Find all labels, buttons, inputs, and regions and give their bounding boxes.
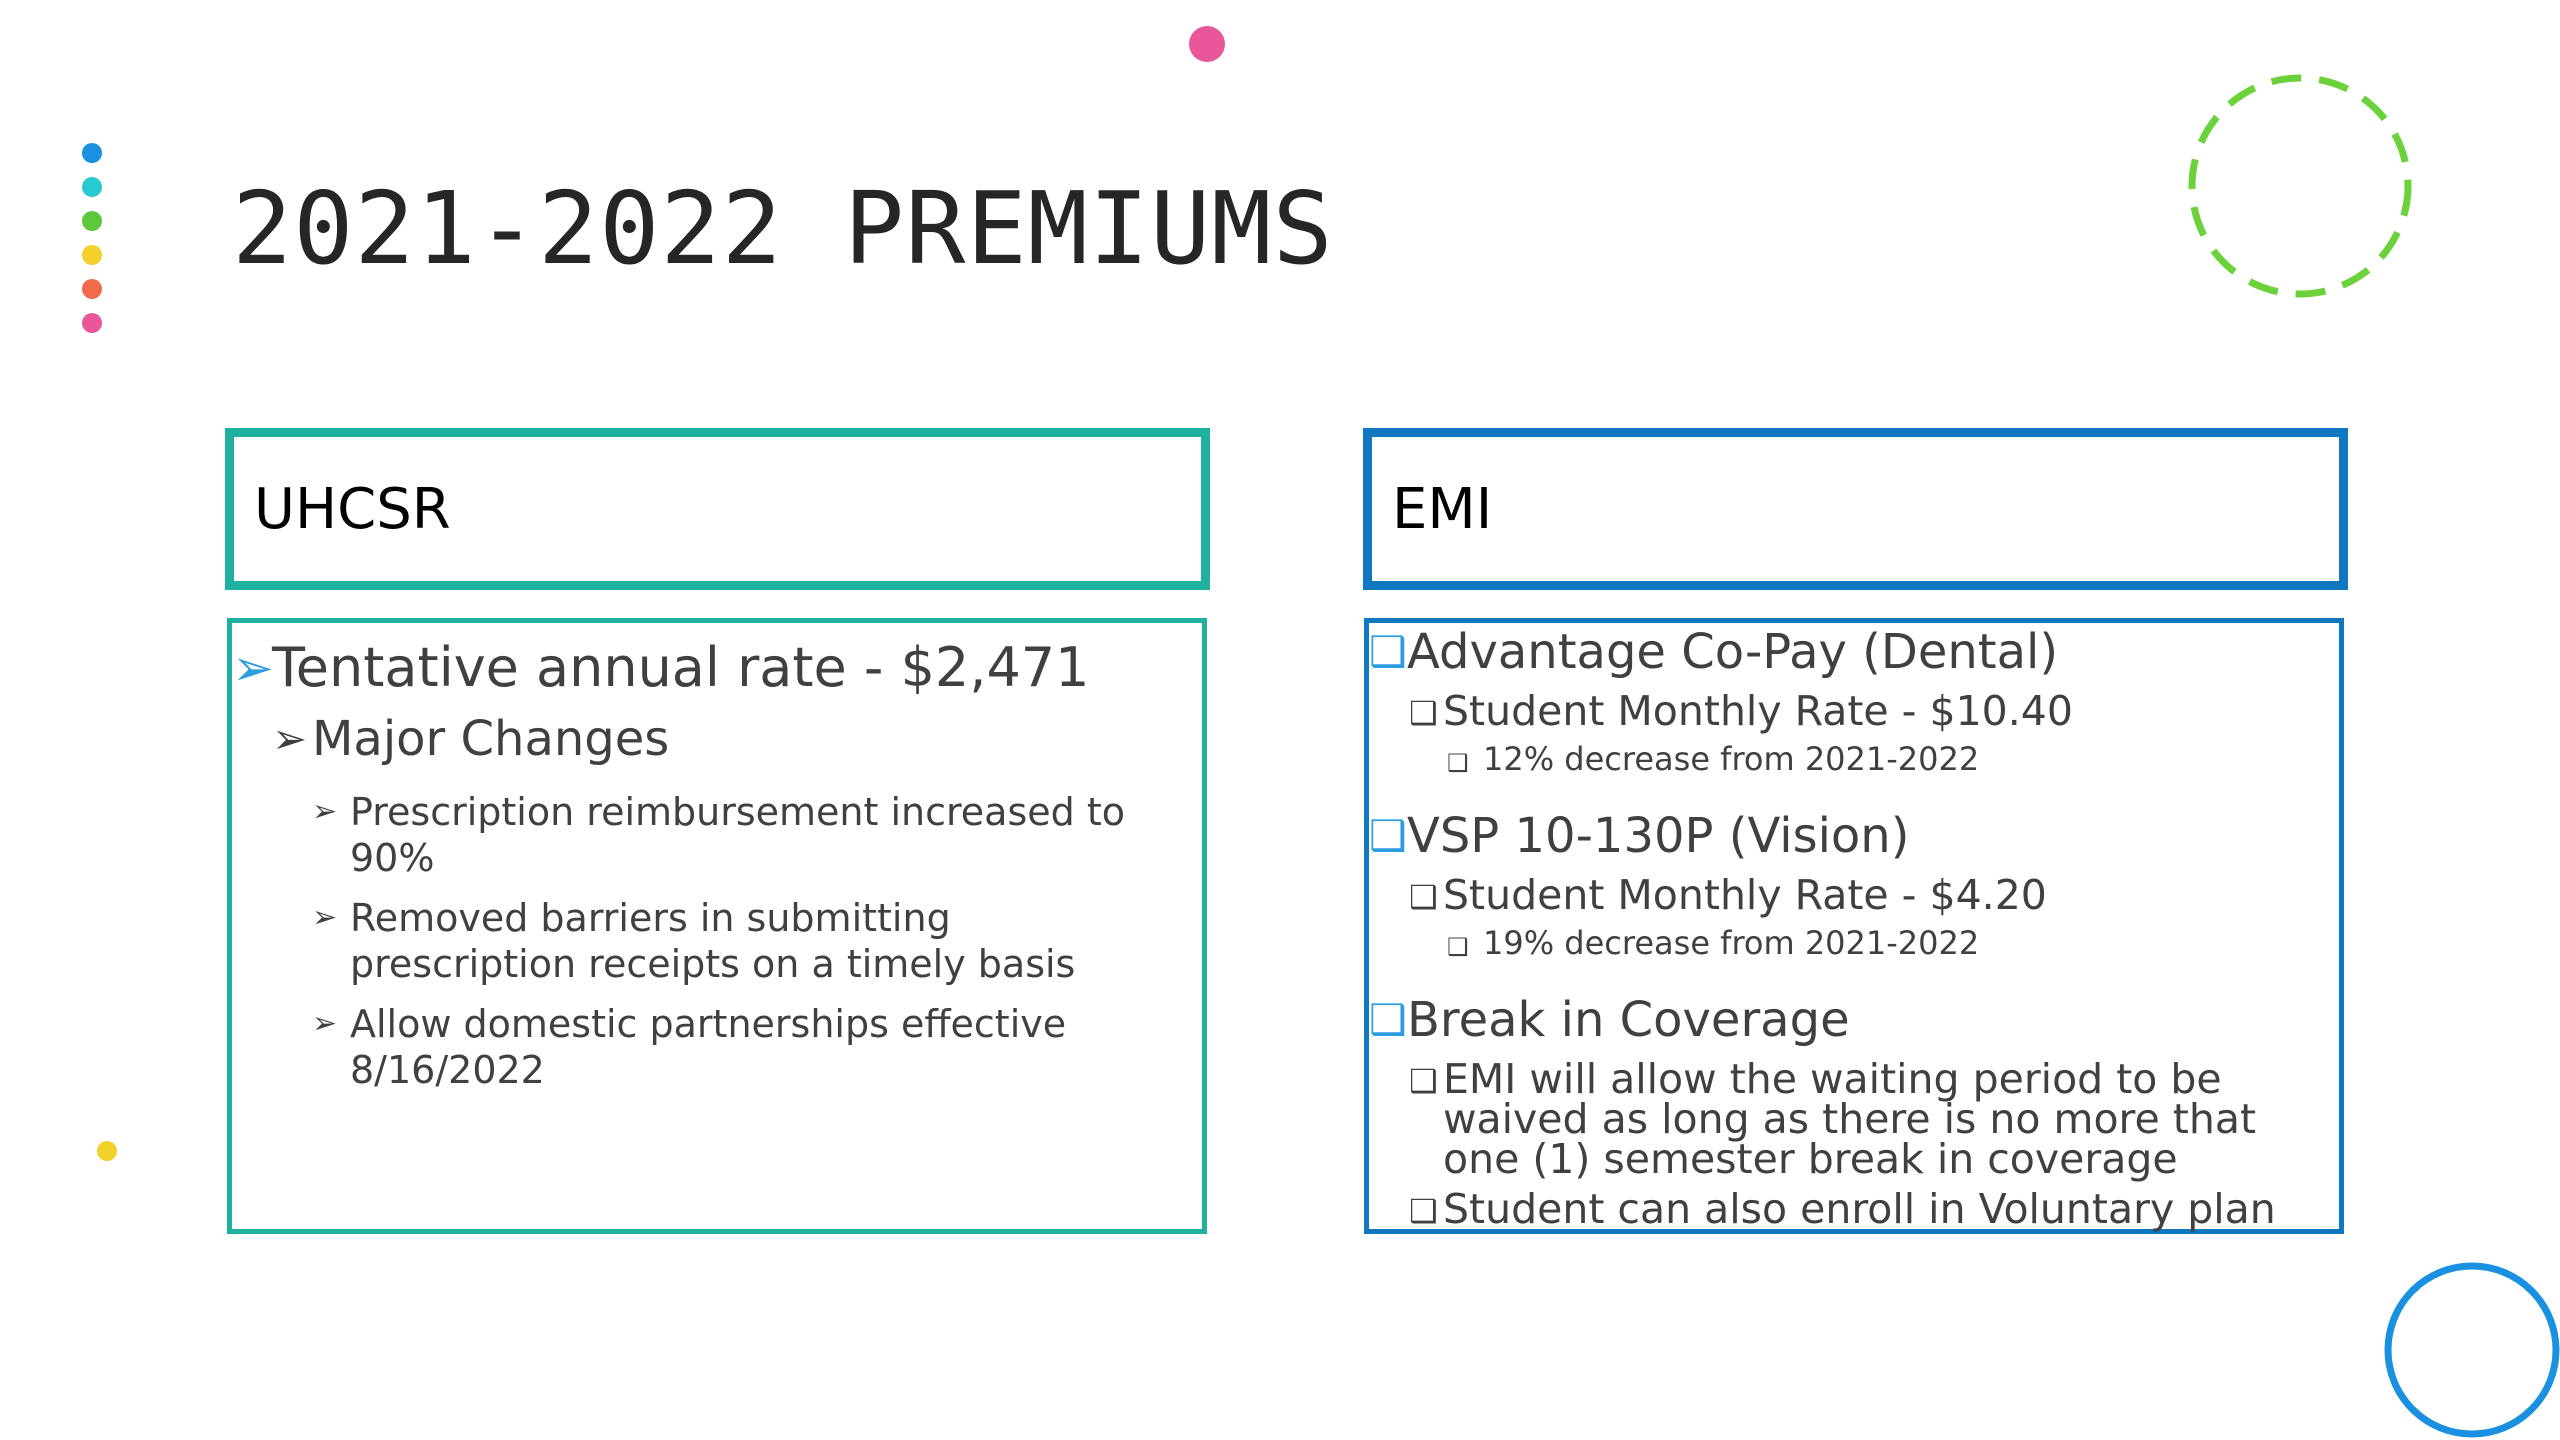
list-item: ❑ Student can also enroll in Voluntary p… [1409,1189,2333,1231]
page-title: 2021-2022 PREMIUMS [232,170,1334,287]
list-item: ❑ 12% decrease from 2021-2022 [1447,739,2339,779]
uhcsr-list: ➢ Tentative annual rate - $2,471 ➢ Major… [232,633,1202,1093]
list-item: ➢ Tentative annual rate - $2,471 [232,633,1202,703]
decor-dot-magenta-top [1189,26,1225,62]
list-item: ❑ Student Monthly Rate - $10.40 [1409,691,2333,733]
checkbox-bullet-icon: ❑ [1409,1062,1438,1100]
decor-dot-yellow [82,245,102,265]
decor-dot-green [82,211,102,231]
uhcsr-header-box: UHCSR [225,428,1210,590]
change-item-text: Prescription reimbursement increased to … [350,790,1125,880]
list-item: ❑ Advantage Co-Pay (Dental) [1369,623,2339,681]
vision-note-text: 19% decrease from 2021-2022 [1483,924,1980,962]
voluntary-plan-text: Student can also enroll in Voluntary pla… [1443,1185,2276,1233]
uhcsr-header-label: UHCSR [254,476,451,542]
emi-list: ❑ Advantage Co-Pay (Dental) ❑ Student Mo… [1369,623,2339,1231]
checkbox-bullet-icon: ❑ [1409,694,1438,732]
change-item-text: Allow domestic partnerships effective 8/… [350,1002,1067,1092]
change-item-text: Removed barriers in submitting prescript… [350,896,1076,986]
dental-rate-text: Student Monthly Rate - $10.40 [1443,687,2073,735]
decor-outline-circle [2384,1262,2560,1438]
checkbox-bullet-icon: ❑ [1369,995,1407,1044]
checkbox-bullet-icon: ❑ [1409,878,1438,916]
arrow-bullet-icon: ➢ [312,900,338,935]
spacer [1369,963,2339,991]
vision-plan-label: VSP 10-130P (Vision) [1407,808,1910,864]
major-changes-text: Major Changes [312,711,670,767]
emi-header-label: EMI [1392,476,1493,542]
arrow-bullet-icon: ➢ [312,1006,338,1041]
checkbox-bullet-icon: ❑ [1369,811,1407,860]
list-item: ❑ 19% decrease from 2021-2022 [1447,923,2339,963]
annual-rate-text: Tentative annual rate - $2,471 [272,636,1090,699]
decor-dot-blue [82,143,102,163]
checkbox-bullet-icon: ❑ [1447,749,1469,777]
list-item: ➢ Removed barriers in submitting prescri… [312,895,1182,987]
list-item: ➢ Prescription reimbursement increased t… [312,789,1182,881]
dental-note-text: 12% decrease from 2021-2022 [1483,740,1980,778]
decor-dot-pink [82,313,102,333]
decor-dot-yellow-small [97,1141,117,1161]
dental-plan-label: Advantage Co-Pay (Dental) [1407,624,2059,680]
emi-content-box: ❑ Advantage Co-Pay (Dental) ❑ Student Mo… [1364,618,2344,1234]
uhcsr-content-box: ➢ Tentative annual rate - $2,471 ➢ Major… [227,618,1207,1234]
waiting-period-text: EMI will allow the waiting period to be … [1443,1055,2257,1183]
decor-dot-orange [82,279,102,299]
arrow-bullet-icon: ➢ [232,639,274,697]
list-item: ❑ Student Monthly Rate - $4.20 [1409,875,2333,917]
spacer [1369,779,2339,807]
vision-rate-text: Student Monthly Rate - $4.20 [1443,871,2047,919]
list-item: ➢ Allow domestic partnerships effective … [312,1001,1182,1093]
checkbox-bullet-icon: ❑ [1369,627,1407,676]
arrow-bullet-icon: ➢ [312,794,338,829]
checkbox-bullet-icon: ❑ [1409,1192,1438,1230]
decor-dot-cyan [82,177,102,197]
emi-header-box: EMI [1363,428,2348,590]
list-item: ❑ Break in Coverage [1369,991,2339,1049]
arrow-bullet-icon: ➢ [272,714,308,763]
checkbox-bullet-icon: ❑ [1447,933,1469,961]
coverage-break-label: Break in Coverage [1407,992,1850,1048]
decor-dashed-circle [2188,74,2412,298]
list-item: ❑ EMI will allow the waiting period to b… [1409,1059,2333,1180]
list-item: ➢ Major Changes [272,703,1202,775]
list-item: ❑ VSP 10-130P (Vision) [1369,807,2339,865]
